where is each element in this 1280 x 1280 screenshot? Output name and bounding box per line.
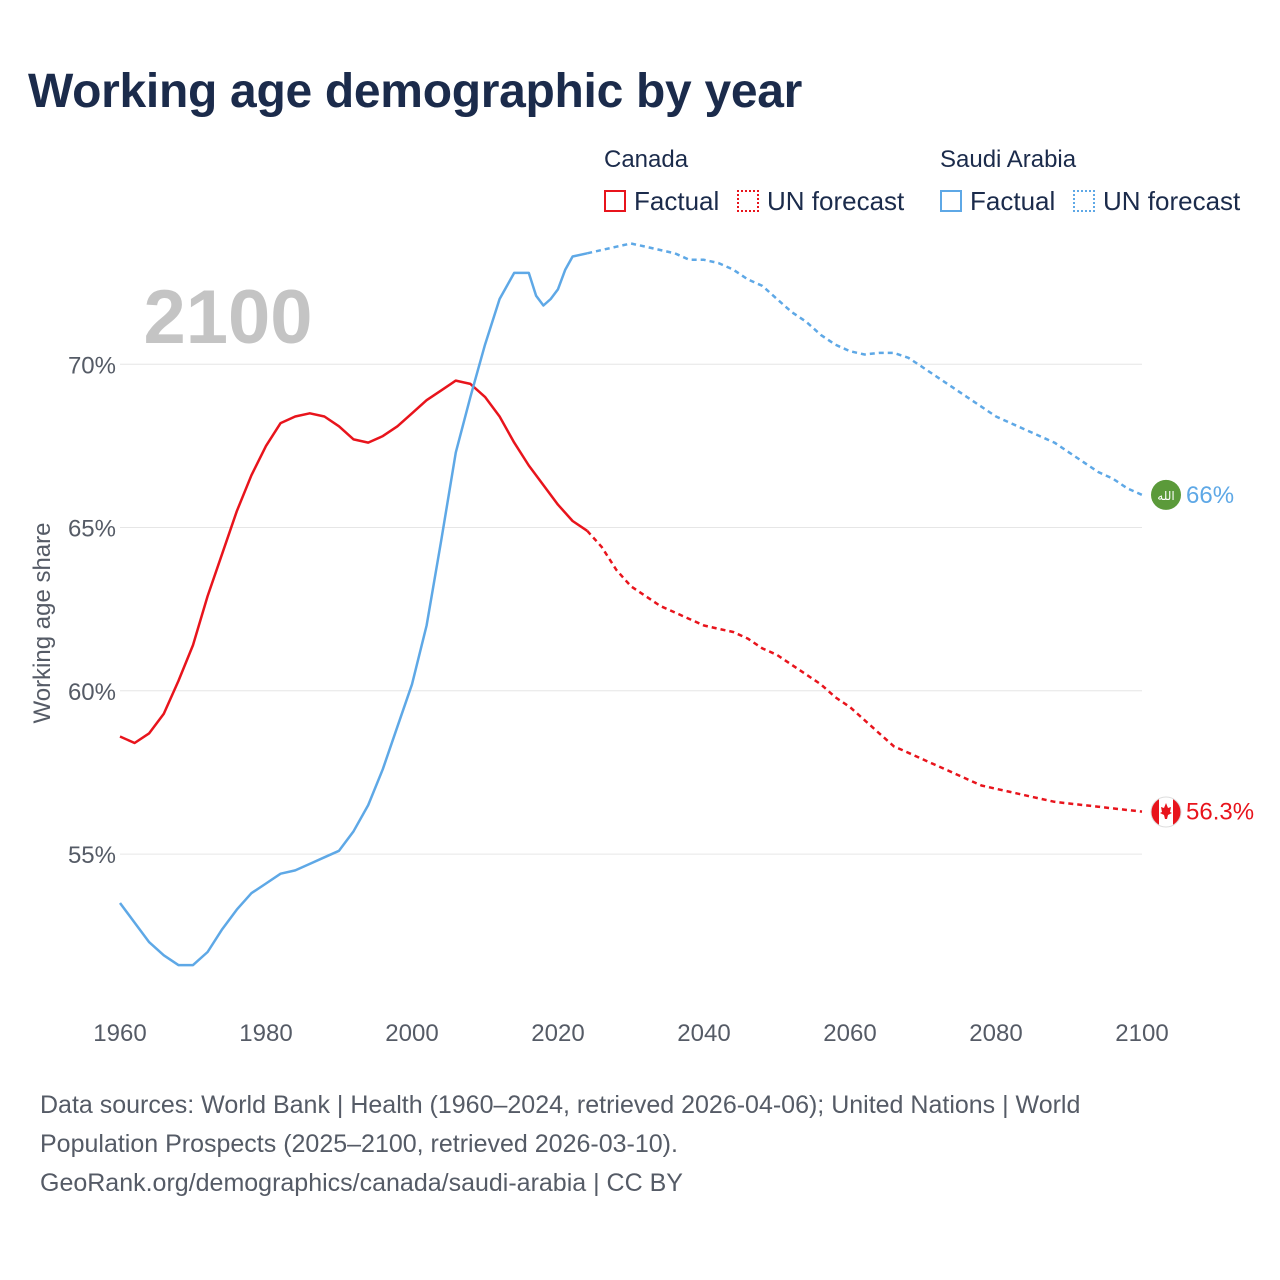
- legend-saudi-factual[interactable]: Factual: [940, 186, 1055, 216]
- legend-label: UN forecast: [1103, 185, 1241, 216]
- saudi-arabia-end-label: 66%: [1186, 482, 1234, 509]
- legend-label: UN forecast: [767, 185, 905, 216]
- legend-label: Factual: [970, 185, 1056, 216]
- y-tick-label: 65%: [68, 516, 116, 543]
- canada-forecast-line[interactable]: [586, 529, 1143, 813]
- saudi-arabia-flag-icon: الله: [1151, 479, 1181, 510]
- line-chart: 2100 55% 60% 65% 70% 1960 1980 2000 2020 2040 206…: [29, 242, 1254, 1047]
- x-tick-label: 2060: [823, 1020, 876, 1047]
- x-tick-label: 2040: [677, 1020, 730, 1047]
- chart-title: Working age demographic by year: [28, 65, 803, 118]
- x-tick-label: 2020: [531, 1020, 584, 1047]
- legend-swatch-solid: [604, 190, 626, 212]
- saudi-arabia-forecast-line[interactable]: [586, 242, 1143, 497]
- legend-canada-factual[interactable]: Factual: [604, 186, 719, 216]
- legend-swatch-solid: [940, 190, 962, 212]
- canada-factual-line[interactable]: [119, 379, 588, 745]
- x-tick-label: 2100: [1115, 1020, 1168, 1047]
- canada-end-label: 56.3%: [1186, 799, 1254, 826]
- year-watermark: 2100: [143, 275, 312, 360]
- y-tick-label: 70%: [68, 352, 116, 379]
- maple-leaf-icon: [1160, 803, 1172, 819]
- data-sources: Data sources: World Bank | Health (1960–…: [40, 1086, 1200, 1203]
- legend-label: Factual: [634, 185, 720, 216]
- source-line: Data sources: World Bank | Health (1960–…: [40, 1091, 1081, 1119]
- legend-swatch-dotted: [1073, 190, 1095, 212]
- y-tick-label: 55%: [68, 842, 116, 869]
- y-axis-label: Working age share: [29, 523, 56, 724]
- legend-group-canada: Canada: [604, 146, 689, 173]
- saudi-flag-script: الله: [1157, 489, 1174, 503]
- x-tick-label: 1980: [239, 1020, 292, 1047]
- legend-saudi-forecast[interactable]: UN forecast: [1073, 186, 1240, 216]
- legend-group-saudi-arabia: Saudi Arabia: [940, 146, 1077, 173]
- canada-flag-icon: [1150, 796, 1182, 828]
- x-tick-label: 2000: [385, 1020, 438, 1047]
- y-tick-label: 60%: [68, 679, 116, 706]
- x-tick-label: 1960: [93, 1020, 146, 1047]
- legend-canada-forecast[interactable]: UN forecast: [737, 186, 904, 216]
- saudi-arabia-factual-line[interactable]: [118, 252, 588, 967]
- source-line: Population Prospects (2025–2100, retriev…: [40, 1130, 678, 1158]
- source-link[interactable]: GeoRank.org/demographics/canada/saudi-ar…: [40, 1169, 683, 1197]
- legend-swatch-dotted: [737, 190, 759, 212]
- x-tick-label: 2080: [969, 1020, 1022, 1047]
